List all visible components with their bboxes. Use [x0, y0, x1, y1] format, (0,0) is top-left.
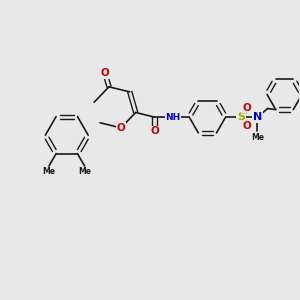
Text: O: O	[242, 103, 251, 113]
Text: O: O	[101, 68, 110, 78]
Text: O: O	[150, 126, 159, 136]
Text: NH: NH	[165, 112, 181, 122]
Text: O: O	[116, 123, 125, 133]
Text: O: O	[242, 122, 251, 131]
Text: S: S	[237, 112, 245, 122]
Text: Me: Me	[79, 167, 92, 176]
Text: Me: Me	[251, 133, 264, 142]
Text: Me: Me	[42, 167, 55, 176]
Text: N: N	[253, 112, 262, 122]
